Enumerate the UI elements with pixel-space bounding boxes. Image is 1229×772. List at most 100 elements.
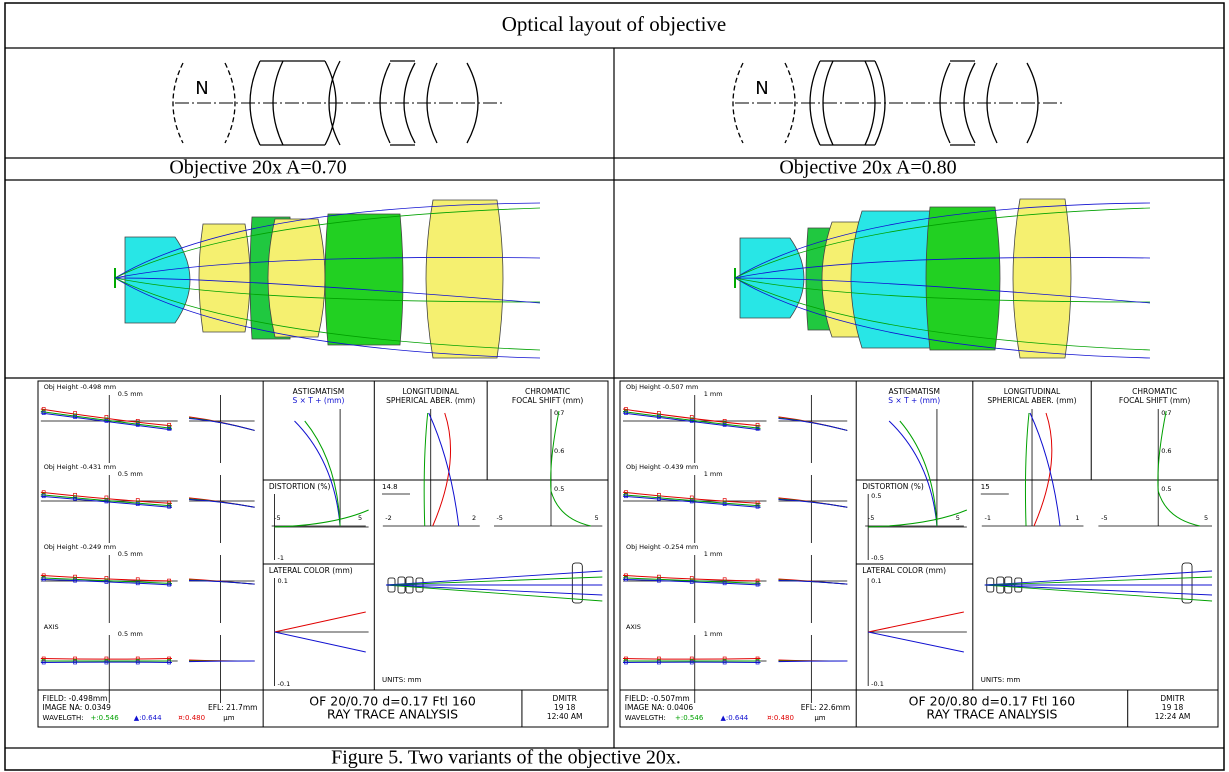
fan-label: Obj Height -0.498 mm <box>44 383 116 391</box>
plot-title: SPHERICAL ABER. (mm) <box>987 396 1076 405</box>
axis-label: -5 <box>496 514 502 522</box>
wavelength: +:0.546 <box>675 714 704 722</box>
fan-scale: 0.5 mm <box>118 550 143 558</box>
axis-label: 1 <box>1075 514 1079 522</box>
figure-title: Optical layout of objective <box>502 12 727 36</box>
fan-scale: 1 mm <box>704 390 723 398</box>
stamp: 19 18 <box>554 703 576 712</box>
axis-label: -5 <box>1101 514 1107 522</box>
wavelength: ▲:0.644 <box>720 714 748 722</box>
wavelength: +:0.546 <box>90 714 119 722</box>
axis-label: -5 <box>274 514 280 522</box>
wavelength: µm <box>814 714 825 722</box>
axis-label: 0.7 <box>554 409 564 417</box>
axis-label: 5 <box>1204 514 1208 522</box>
fan-label: Obj Height -0.254 mm <box>626 543 698 551</box>
plot-title: DISTORTION (%) <box>862 482 924 491</box>
plot-title: LATERAL COLOR (mm) <box>862 566 946 575</box>
wavelength: WAVELGTH: <box>43 714 84 722</box>
lens-element <box>1013 199 1071 358</box>
fan-label: Obj Height -0.431 mm <box>44 463 116 471</box>
info-text: EFL: 21.7mm <box>208 703 257 712</box>
lens-element <box>426 200 503 358</box>
plot-title: LONGITUDINAL <box>403 387 460 396</box>
stamp: 19 18 <box>1162 703 1184 712</box>
axis-label: 0.6 <box>554 447 564 455</box>
axis-label: 0.5 <box>554 485 564 493</box>
wavelength: WAVELGTH: <box>625 714 666 722</box>
fan-curve <box>778 661 847 662</box>
wavelength: µm <box>223 714 234 722</box>
fan-label: Obj Height -0.507 mm <box>626 383 698 391</box>
axis-label: 5 <box>956 514 960 522</box>
plot-title: ASTIGMATISM <box>293 387 345 396</box>
axis-label: -0.1 <box>278 680 291 688</box>
plot-title: FOCAL SHIFT (mm) <box>1119 396 1190 405</box>
axis-label: 0.7 <box>1161 409 1171 417</box>
fan-label: Obj Height -0.439 mm <box>626 463 698 471</box>
fan-label: AXIS <box>44 623 59 631</box>
axis-label: 0.1 <box>278 577 288 585</box>
plot-title: SPHERICAL ABER. (mm) <box>386 396 475 405</box>
wavelength: ▲:0.644 <box>134 714 162 722</box>
fan-scale: 0.5 mm <box>118 630 143 638</box>
axis-label: -5 <box>868 514 874 522</box>
analysis-header: RAY TRACE ANALYSIS <box>926 707 1057 722</box>
axis-label: 0.5 <box>871 492 881 500</box>
stamp: 12:24 AM <box>1155 712 1191 721</box>
plot-title: LATERAL COLOR (mm) <box>269 566 353 575</box>
lens-element <box>926 207 1000 350</box>
plot-title: FOCAL SHIFT (mm) <box>512 396 583 405</box>
units-label: UNITS: mm <box>981 676 1021 684</box>
axis-label: -2 <box>385 514 391 522</box>
info-text: FIELD: -0.507mm <box>625 694 690 703</box>
sketch-label: N <box>195 78 208 99</box>
plot-title: DISTORTION (%) <box>269 482 331 491</box>
variant-label: Objective 20x A=0.70 <box>169 157 346 179</box>
info-text: IMAGE NA: 0.0349 <box>43 703 112 712</box>
sketch-label: N <box>755 78 768 99</box>
plot-legend: S × T + (mm) <box>292 396 344 405</box>
stamp: DMITR <box>1160 694 1184 703</box>
fan-scale: 1 mm <box>704 630 723 638</box>
info-text: IMAGE NA: 0.0406 <box>625 703 694 712</box>
axis-label: 0.1 <box>871 577 881 585</box>
stamp: DMITR <box>553 694 577 703</box>
lens-element <box>125 237 190 323</box>
figure: Optical layout of objective Objective 20… <box>0 0 1229 772</box>
units-label: UNITS: mm <box>382 676 422 684</box>
fan-scale: 1 mm <box>704 550 723 558</box>
plot-title: CHROMATIC <box>1132 387 1177 396</box>
info-text: FIELD: -0.498mm <box>43 694 108 703</box>
axis-label: 5 <box>358 514 362 522</box>
axis-label: 5 <box>595 514 599 522</box>
axis-label: 0.6 <box>1161 447 1171 455</box>
axis-label: -1 <box>985 514 991 522</box>
fan-scale: 1 mm <box>704 470 723 478</box>
plot-title: ASTIGMATISM <box>888 387 940 396</box>
analysis-header: RAY TRACE ANALYSIS <box>327 707 458 722</box>
fan-curve <box>189 661 255 662</box>
axis-label: 0.5 <box>1161 485 1171 493</box>
stamp: 12:40 AM <box>547 712 583 721</box>
plot-title: CHROMATIC <box>525 387 570 396</box>
axis-label: -1 <box>278 554 284 562</box>
scale-label: 14.8 <box>382 483 398 491</box>
fan-label: Obj Height -0.249 mm <box>44 543 116 551</box>
axis-label: -0.5 <box>871 554 884 562</box>
lens-element <box>268 219 325 337</box>
scale-label: 15 <box>981 483 990 491</box>
plot-title: LONGITUDINAL <box>1004 387 1061 396</box>
fan-label: AXIS <box>626 623 641 631</box>
fan-scale: 0.5 mm <box>118 390 143 398</box>
wavelength: ¤:0.480 <box>178 714 205 722</box>
info-text: EFL: 22.6mm <box>801 703 850 712</box>
lens-element <box>325 214 403 345</box>
caption: Figure 5. Two variants of the objective … <box>331 747 681 769</box>
axis-label: 2 <box>472 514 476 522</box>
axis-label: -0.1 <box>871 680 884 688</box>
variant-label: Objective 20x A=0.80 <box>779 157 956 179</box>
wavelength: ¤:0.480 <box>767 714 794 722</box>
fan-scale: 0.5 mm <box>118 470 143 478</box>
plot-legend: S × T + (mm) <box>888 396 940 405</box>
